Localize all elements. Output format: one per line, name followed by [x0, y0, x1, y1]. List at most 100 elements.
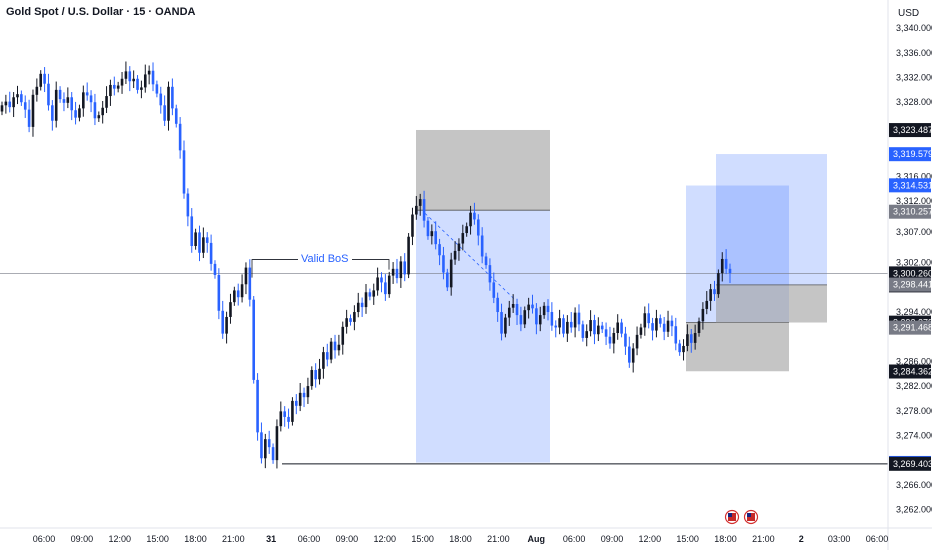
candle-body	[345, 318, 348, 327]
candle-body	[353, 312, 356, 322]
candle-body	[631, 348, 635, 363]
candle-body	[66, 97, 70, 103]
candle-body	[291, 400, 294, 422]
candle-body	[442, 255, 445, 273]
candle-body	[178, 123, 182, 151]
candle-body	[476, 219, 480, 236]
price-tick: 3,328.000	[896, 97, 932, 107]
candle-body	[554, 325, 558, 328]
candle-body	[62, 99, 66, 103]
candle-body	[678, 343, 681, 353]
candle-body	[384, 282, 387, 295]
candle-body	[527, 304, 530, 311]
candle-body	[252, 299, 256, 380]
candle-body	[411, 214, 414, 237]
us-flag-icon[interactable]	[743, 509, 759, 525]
candle-body	[132, 78, 135, 82]
candle-body	[449, 259, 453, 288]
economic-events[interactable]	[724, 509, 759, 525]
candle-body	[43, 73, 46, 84]
candle-body	[415, 205, 418, 215]
price-tick: 3,282.000	[896, 381, 932, 391]
price-tag-bg	[889, 456, 931, 471]
candle-body	[670, 320, 674, 327]
candle-body	[500, 312, 503, 334]
candle-body	[51, 105, 54, 121]
candle-body	[182, 150, 186, 194]
candle-body	[589, 320, 592, 332]
time-tick: 15:00	[146, 534, 169, 544]
currency-label[interactable]: USD	[898, 8, 920, 19]
time-tick: 06:00	[866, 534, 889, 544]
candle-body	[283, 411, 286, 417]
time-tick: 18:00	[449, 534, 472, 544]
candle-body	[244, 267, 248, 285]
candle-body	[264, 439, 267, 459]
candle-body	[93, 102, 97, 119]
candle-body	[236, 290, 240, 298]
flag-canton	[747, 513, 751, 517]
candle-body	[430, 231, 434, 237]
valid-bos-label[interactable]: Valid BoS	[298, 252, 352, 265]
candle-body	[97, 115, 101, 119]
candle-body	[372, 290, 376, 297]
time-tick: 12:00	[108, 534, 131, 544]
candle-body	[294, 400, 298, 406]
candle-body	[682, 345, 685, 353]
time-tick: 21:00	[752, 534, 775, 544]
candle-body	[267, 439, 271, 448]
candle-body	[709, 289, 712, 301]
candle-body	[461, 233, 465, 244]
candle-body	[573, 312, 577, 328]
price-tick: 3,340.000	[896, 23, 932, 33]
candle-body	[112, 84, 116, 89]
candle-body	[78, 108, 81, 118]
candle-body	[85, 92, 89, 96]
candle-body	[569, 321, 573, 328]
candle-body	[387, 275, 391, 295]
price-tag-label: 3,310.257	[893, 207, 932, 217]
candle-body	[697, 321, 701, 334]
us-flag-icon[interactable]	[724, 509, 740, 525]
candle-body	[504, 317, 507, 334]
candle-body	[507, 307, 511, 318]
candlestick-series	[0, 61, 732, 469]
price-tick: 3,286.000	[896, 356, 932, 366]
candle-body	[403, 261, 407, 275]
candle-body	[356, 302, 360, 313]
candle-body	[639, 327, 643, 335]
candle-body	[163, 105, 166, 121]
candle-body	[658, 318, 662, 324]
candle-body	[314, 370, 317, 380]
candle-body	[82, 92, 85, 109]
candle-body	[20, 94, 23, 103]
price-axis[interactable]: 3,340.000 3,336.000 3,332.000 3,328.000 3,31…	[887, 0, 932, 550]
time-tick: Aug	[527, 534, 545, 544]
price-tag-bg	[889, 204, 931, 219]
position-zones[interactable]	[416, 129, 827, 463]
price-tag-bg	[889, 277, 931, 292]
candle-body	[597, 325, 600, 335]
candle-body	[492, 282, 496, 298]
candle-body	[616, 322, 620, 334]
price-tag-label: 3,298.441	[893, 280, 932, 290]
candle-body	[585, 331, 589, 338]
symbol-title[interactable]: Gold Spot / U.S. Dollar · 15 · OANDA	[6, 6, 196, 18]
candle-body	[23, 102, 27, 110]
candle-body	[248, 267, 252, 300]
time-axis[interactable]: 06:00 09:00 12:00 15:00 18:00 21:00 31 06:00 09:…	[0, 527, 932, 544]
candle-body	[391, 268, 395, 276]
price-tick: 3,316.000	[896, 171, 932, 181]
candle-body	[271, 447, 275, 461]
price-tag-label: 3,323.487	[893, 125, 932, 135]
candle-body	[620, 322, 623, 334]
candle-body	[186, 193, 190, 217]
price-tick: 3,262.000	[896, 504, 932, 514]
price-tag-bg	[889, 364, 931, 379]
candle-body	[399, 261, 403, 279]
candle-body	[194, 232, 197, 246]
candle-body	[70, 97, 74, 111]
candle-body	[713, 289, 716, 295]
candle-body	[674, 326, 678, 344]
